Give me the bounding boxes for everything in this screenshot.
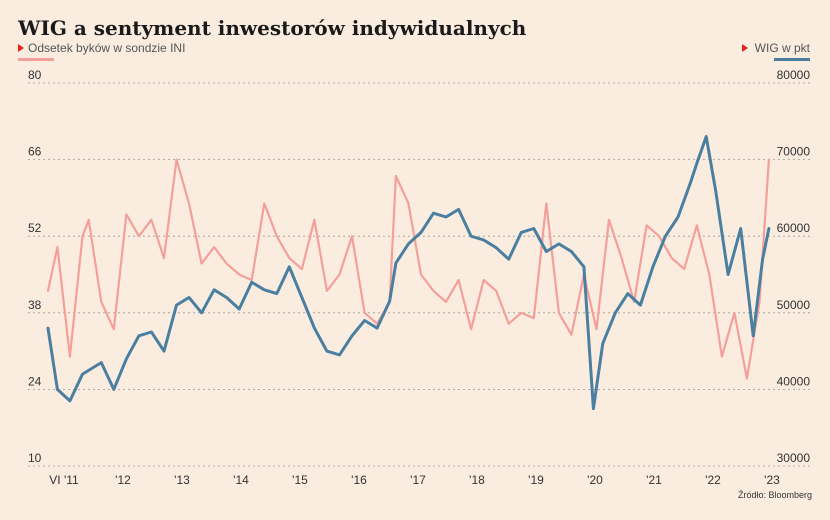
legend-left-marker-icon: [18, 44, 24, 52]
right-tick-label: 40000: [777, 374, 811, 388]
left-tick-label: 24: [28, 374, 42, 388]
x-tick-label: '20: [587, 473, 603, 487]
x-tick-label: '12: [115, 473, 131, 487]
left-tick-label: 38: [28, 298, 42, 312]
x-tick-label: '16: [351, 473, 367, 487]
legend-left-swatch: [18, 58, 54, 61]
right-tick-label: 50000: [777, 298, 811, 312]
left-tick-label: 10: [28, 451, 42, 465]
left-tick-label: 52: [28, 221, 42, 235]
x-tick-label: '19: [528, 473, 544, 487]
right-tick-label: 70000: [777, 145, 811, 159]
right-tick-label: 30000: [777, 451, 811, 465]
source-note: Źródło: Bloomberg: [738, 490, 812, 500]
legend-right-marker-icon: [742, 44, 748, 52]
legend-left-label: Odsetek byków w sondzie INI: [28, 41, 185, 55]
x-axis: VI '11 '12 '13 '14 '15 '16 '17 '18 '19 '20 '21 '22 '…: [49, 473, 780, 487]
series-group: [46, 135, 771, 411]
x-tick-label: '13: [174, 473, 190, 487]
left-tick-label: 80: [28, 68, 42, 82]
x-tick-label: '14: [233, 473, 249, 487]
right-tick-label: 60000: [777, 221, 811, 235]
legend-right-label: WIG w pkt: [755, 41, 811, 55]
x-tick-label: '22: [705, 473, 721, 487]
chart-title: WIG a sentyment inwestorów indywidualnyc…: [17, 16, 527, 40]
grid: [28, 82, 812, 467]
x-tick-label: '21: [646, 473, 662, 487]
series-line-wig: [46, 135, 771, 411]
x-tick-label: '23: [764, 473, 780, 487]
x-tick-label: '18: [469, 473, 485, 487]
x-tick-label: VI '11: [49, 473, 79, 487]
series-line-bulls: [46, 158, 771, 380]
right-axis: 80000 70000 60000 50000 40000 30000: [777, 68, 811, 465]
legend-right-swatch: [774, 58, 810, 61]
left-tick-label: 66: [28, 145, 42, 159]
right-tick-label: 80000: [777, 68, 811, 82]
x-tick-label: '17: [410, 473, 426, 487]
left-axis: 80 66 52 38 24 10: [28, 68, 42, 465]
x-tick-label: '15: [292, 473, 308, 487]
